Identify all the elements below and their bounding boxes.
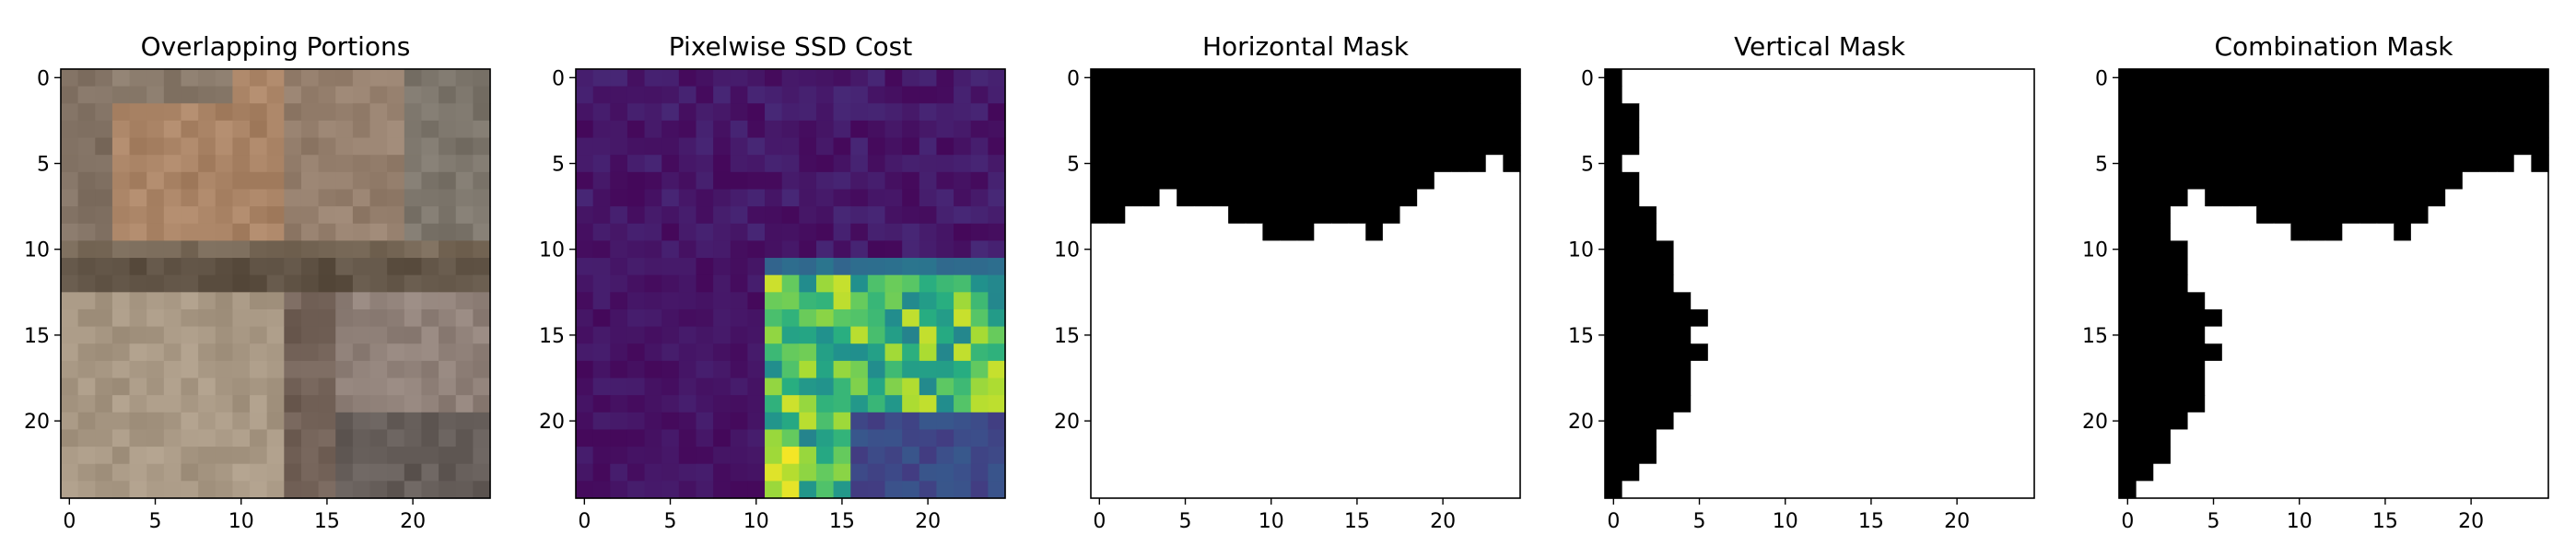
x-tick-label: 10 — [228, 510, 254, 533]
panel-title: Pixelwise SSD Cost — [669, 31, 912, 62]
y-tick-label: 0 — [37, 67, 50, 90]
y-tick-label: 15 — [1568, 325, 1594, 348]
y-tick-label: 0 — [1067, 67, 1080, 90]
y-tick-label: 5 — [1067, 154, 1080, 177]
x-tick-label: 15 — [2372, 510, 2398, 533]
x-tick-label: 10 — [1773, 510, 1798, 533]
y-tick-label: 0 — [2095, 67, 2108, 90]
axes-frame — [575, 68, 1006, 499]
image-ssd — [576, 69, 1006, 499]
y-tick-label: 10 — [2082, 239, 2108, 262]
panel-title: Combination Mask — [2214, 31, 2453, 62]
y-tick-label: 5 — [552, 154, 565, 177]
x-tick-label: 5 — [1179, 510, 1192, 533]
panel-title: Horizontal Mask — [1202, 31, 1410, 62]
x-tick-label: 5 — [149, 510, 162, 533]
x-tick-label: 0 — [1093, 510, 1106, 533]
x-tick-label: 0 — [1607, 510, 1620, 533]
y-tick-label: 15 — [539, 325, 565, 348]
x-tick-label: 20 — [1944, 510, 1970, 533]
y-tick-label: 5 — [37, 154, 50, 177]
x-tick-label: 0 — [63, 510, 76, 533]
y-tick-label: 15 — [1054, 325, 1080, 348]
x-tick-label: 20 — [400, 510, 426, 533]
x-tick-label: 15 — [1344, 510, 1370, 533]
y-tick-label: 10 — [539, 239, 565, 262]
panel-title: Overlapping Portions — [141, 31, 411, 62]
x-tick-label: 15 — [1858, 510, 1884, 533]
x-tick-label: 5 — [664, 510, 677, 533]
panel-ssd: Pixelwise SSD Cost 0 5 10 15 20 0 5 10 15 20 — [539, 31, 1006, 533]
axes-frame — [1090, 68, 1521, 499]
panel-title: Vertical Mask — [1734, 31, 1906, 62]
image-hmask — [1091, 69, 1521, 499]
axes-frame — [1604, 68, 2035, 499]
x-tick-label: 15 — [829, 510, 855, 533]
x-tick-label: 0 — [2121, 510, 2134, 533]
y-tick-label: 5 — [2095, 154, 2108, 177]
y-tick-label: 0 — [552, 67, 565, 90]
x-tick-label: 20 — [915, 510, 941, 533]
panel-cmask: Combination Mask 0 5 10 15 20 0 5 10 15 20 — [2082, 31, 2549, 533]
y-tick-label: 10 — [24, 239, 50, 262]
x-tick-label: 10 — [2287, 510, 2313, 533]
panel-hmask: Horizontal Mask 0 5 10 15 20 0 5 10 15 20 — [1054, 31, 1521, 533]
x-tick-label: 10 — [744, 510, 769, 533]
y-tick-label: 15 — [2082, 325, 2108, 348]
y-tick-label: 10 — [1568, 239, 1594, 262]
y-tick-label: 20 — [2082, 411, 2108, 434]
axes-frame — [2118, 68, 2549, 499]
y-tick-label: 0 — [1581, 67, 1594, 90]
image-overlap — [61, 69, 491, 499]
y-tick-label: 20 — [1054, 411, 1080, 434]
x-tick-label: 5 — [1693, 510, 1706, 533]
x-tick-label: 20 — [2458, 510, 2484, 533]
x-tick-label: 10 — [1259, 510, 1284, 533]
y-tick-label: 10 — [1054, 239, 1080, 262]
y-tick-label: 5 — [1581, 154, 1594, 177]
y-tick-label: 20 — [539, 411, 565, 434]
image-vmask — [1605, 69, 2035, 499]
y-tick-label: 15 — [24, 325, 50, 348]
y-tick-label: 20 — [24, 411, 50, 434]
panel-overlap: Overlapping Portions 0 5 10 15 20 0 5 10 15 20 — [24, 31, 491, 533]
x-tick-label: 15 — [314, 510, 340, 533]
image-cmask — [2119, 69, 2549, 499]
x-tick-label: 20 — [1430, 510, 1456, 533]
axes-frame — [60, 68, 491, 499]
y-tick-label: 20 — [1568, 411, 1594, 434]
panel-vmask: Vertical Mask 0 5 10 15 20 0 5 10 15 20 — [1568, 31, 2035, 533]
x-tick-label: 5 — [2207, 510, 2220, 533]
x-tick-label: 0 — [578, 510, 591, 533]
